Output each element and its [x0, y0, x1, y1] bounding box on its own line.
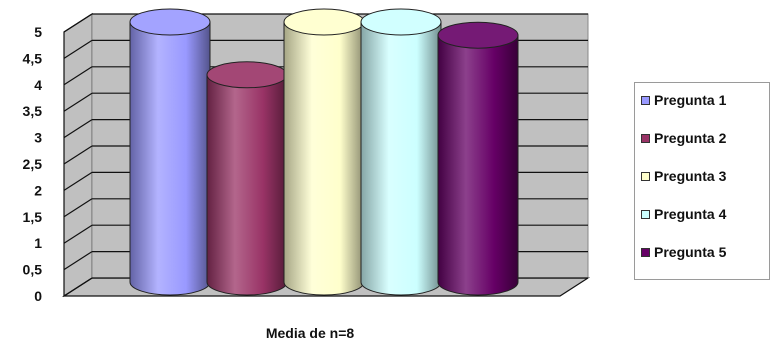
- y-tick-label: 0,5: [23, 262, 43, 278]
- y-axis-ticks: 0 0,5 1 1,5 2 2,5 3 3,5 4 4,5 5: [23, 24, 43, 304]
- y-tick-label: 1: [34, 235, 42, 251]
- legend-swatch: [641, 171, 650, 181]
- bar-top: [129, 8, 211, 36]
- bar-top: [283, 8, 365, 36]
- legend-label: Pregunta 4: [654, 206, 727, 222]
- legend-swatch: [641, 95, 650, 105]
- gridline-side: [63, 39, 93, 59]
- gridline-side: [63, 13, 93, 33]
- y-tick-label: 3: [34, 130, 42, 146]
- bar-body: [129, 21, 211, 296]
- legend-label: Pregunta 1: [654, 92, 727, 108]
- gridline-side: [63, 92, 93, 112]
- y-tick-label: 1,5: [23, 209, 43, 225]
- y-tick-label: 3,5: [23, 103, 43, 119]
- bar-body: [360, 21, 442, 296]
- y-tick-label: 4,5: [23, 50, 43, 66]
- legend-label: Pregunta 2: [654, 130, 727, 146]
- legend-swatch: [641, 247, 650, 257]
- bar-4: [360, 8, 442, 296]
- bar-top: [437, 21, 519, 49]
- bar-top: [360, 8, 442, 36]
- bar-body: [283, 21, 365, 296]
- y-tick-label: 2,5: [23, 156, 43, 172]
- gridline-side: [63, 119, 93, 139]
- legend: Pregunta 1 Pregunta 2 Pregunta 3 Pregunta 4…: [634, 82, 770, 280]
- legend-item: Pregunta 1: [641, 90, 726, 110]
- bar-body: [437, 34, 519, 296]
- gridline-side: [63, 251, 93, 271]
- x-axis-label: Media de n=8: [266, 325, 355, 341]
- gridline-side: [63, 171, 93, 191]
- gridline-side: [63, 277, 93, 297]
- gridline-side: [63, 224, 93, 244]
- y-tick-label: 4: [34, 77, 42, 93]
- bar-3: [283, 8, 365, 296]
- legend-item: Pregunta 2: [641, 128, 726, 148]
- gridline-side: [63, 198, 93, 218]
- y-tick-label: 2: [34, 182, 42, 198]
- bar-5: [437, 21, 519, 296]
- legend-swatch: [641, 209, 650, 219]
- bar-top: [206, 61, 288, 89]
- legend-item: Pregunta 5: [641, 242, 726, 262]
- bar-body: [206, 74, 288, 296]
- legend-swatch: [641, 133, 650, 143]
- y-tick-label: 5: [34, 24, 42, 40]
- bar-2: [206, 61, 288, 296]
- bar-1: [129, 8, 211, 296]
- legend-label: Pregunta 5: [654, 244, 727, 260]
- legend-item: Pregunta 4: [641, 204, 726, 224]
- gridline-side: [63, 66, 93, 86]
- bars: [129, 8, 519, 296]
- y-tick-label: 0: [34, 288, 42, 304]
- gridline-side: [63, 145, 93, 165]
- legend-label: Pregunta 3: [654, 168, 727, 184]
- legend-item: Pregunta 3: [641, 166, 726, 186]
